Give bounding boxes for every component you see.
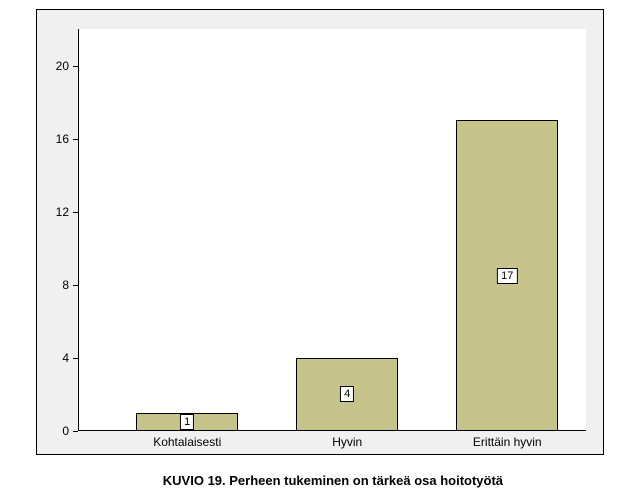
y-tick-label: 20 [43, 59, 69, 73]
y-tick-label: 8 [43, 278, 69, 292]
y-tick-label: 4 [43, 351, 69, 365]
y-tick-mark [73, 66, 78, 67]
y-tick-mark [73, 139, 78, 140]
y-tick-mark [73, 212, 78, 213]
bar-value-label: 1 [180, 414, 194, 430]
y-tick-label: 12 [43, 205, 69, 219]
y-tick-mark [73, 431, 78, 432]
y-tick-label: 16 [43, 132, 69, 146]
x-tick-label: Hyvin [332, 435, 362, 449]
y-tick-mark [73, 358, 78, 359]
y-tick-mark [73, 285, 78, 286]
bar-value-label: 17 [497, 268, 517, 284]
bar-value-label: 4 [340, 386, 354, 402]
figure: 0 4 8 12 16 20 1 Kohtalaisesti 4 Hyvin 17 Erittäin … [0, 0, 625, 500]
x-tick-label: Kohtalaisesti [153, 435, 221, 449]
x-tick-label: Erittäin hyvin [473, 435, 542, 449]
chart-caption: KUVIO 19. Perheen tukeminen on tärkeä os… [163, 473, 503, 488]
y-tick-label: 0 [43, 424, 69, 438]
